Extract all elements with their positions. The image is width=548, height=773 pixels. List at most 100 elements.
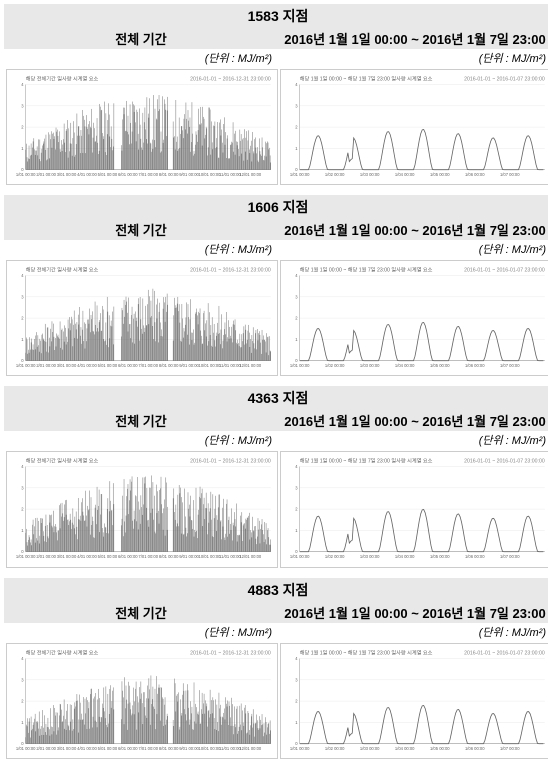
svg-text:5/01 00:00: 5/01 00:00 <box>98 746 118 751</box>
unit-left: (단위 : MJ/m²) <box>4 240 278 258</box>
chart-title: 해당 1월 1일 00:00 ~ 해당 1월 7일 23:00 일사량 시계열 … <box>300 74 433 82</box>
station-id: 4883 <box>248 582 279 598</box>
svg-text:10/01 00:00: 10/01 00:00 <box>199 746 222 751</box>
svg-text:1/02 00:00: 1/02 00:00 <box>325 172 345 177</box>
svg-text:1/02 00:00: 1/02 00:00 <box>325 746 345 751</box>
svg-text:1/01 00:00: 1/01 00:00 <box>290 746 310 751</box>
chart-date-range: 2016-01-01 ~ 2016-01-07 23:00:00 <box>464 459 545 465</box>
station-suffix: 지점 <box>283 199 309 215</box>
svg-text:12/01 00:00: 12/01 00:00 <box>239 554 262 559</box>
svg-text:1/01 00:00: 1/01 00:00 <box>16 172 36 177</box>
svg-text:1/07 00:00: 1/07 00:00 <box>500 172 520 177</box>
svg-text:7/01 00:00: 7/01 00:00 <box>138 746 158 751</box>
week-range-label: 2016년 1월 1일 00:00 ~ 2016년 1월 7일 23:00 <box>278 219 548 240</box>
svg-text:1/06 00:00: 1/06 00:00 <box>465 363 485 368</box>
svg-text:8/01 00:00: 8/01 00:00 <box>159 363 179 368</box>
full-period-chart: 해당 전체기간 일사량 시계열 요소 2016-01-01 ~ 2016-12-… <box>6 69 278 185</box>
svg-text:10/01 00:00: 10/01 00:00 <box>199 554 222 559</box>
week-chart: 해당 1월 1일 00:00 ~ 해당 1월 7일 23:00 일사량 시계열 … <box>280 260 548 376</box>
full-period-label: 전체 기간 <box>4 219 278 240</box>
svg-text:2/01 00:00: 2/01 00:00 <box>36 172 56 177</box>
right-chart-container: 해당 1월 1일 00:00 ~ 해당 1월 7일 23:00 일사량 시계열 … <box>278 258 548 378</box>
chart-date-range: 2016-01-01 ~ 2016-01-07 23:00:00 <box>464 76 545 82</box>
chart-date-range: 2016-01-01 ~ 2016-01-07 23:00:00 <box>464 650 545 656</box>
full-period-label: 전체 기간 <box>4 410 278 431</box>
svg-text:11/01 00:00: 11/01 00:00 <box>219 746 241 751</box>
station-header: 1583 지점 <box>4 4 548 28</box>
svg-text:1/05 00:00: 1/05 00:00 <box>430 554 450 559</box>
svg-text:6/01 00:00: 6/01 00:00 <box>118 746 138 751</box>
svg-text:1/01 00:00: 1/01 00:00 <box>290 363 310 368</box>
svg-text:1/03 00:00: 1/03 00:00 <box>360 172 380 177</box>
svg-text:3/01 00:00: 3/01 00:00 <box>57 554 77 559</box>
station-block: 4883 지점 전체 기간 2016년 1월 1일 00:00 ~ 2016년 … <box>4 578 548 761</box>
station-suffix: 지점 <box>283 390 309 406</box>
chart-title: 해당 전체기간 일사량 시계열 요소 <box>26 266 99 274</box>
full-period-label: 전체 기간 <box>4 602 278 623</box>
svg-text:1/05 00:00: 1/05 00:00 <box>430 746 450 751</box>
unit-right: (단위 : MJ/m²) <box>278 49 548 67</box>
chart-date-range: 2016-01-01 ~ 2016-01-07 23:00:00 <box>464 268 545 274</box>
unit-right: (단위 : MJ/m²) <box>278 431 548 449</box>
unit-left: (단위 : MJ/m²) <box>4 623 278 641</box>
svg-text:9/01 00:00: 9/01 00:00 <box>179 554 199 559</box>
svg-text:1/04 00:00: 1/04 00:00 <box>395 363 415 368</box>
charts-row: 해당 전체기간 일사량 시계열 요소 2016-01-01 ~ 2016-12-… <box>4 449 548 569</box>
week-chart: 해당 1월 1일 00:00 ~ 해당 1월 7일 23:00 일사량 시계열 … <box>280 643 548 759</box>
units-row: (단위 : MJ/m²) (단위 : MJ/m²) <box>4 240 548 258</box>
svg-text:10/01 00:00: 10/01 00:00 <box>199 363 222 368</box>
right-chart-container: 해당 1월 1일 00:00 ~ 해당 1월 7일 23:00 일사량 시계열 … <box>278 449 548 569</box>
svg-text:1/04 00:00: 1/04 00:00 <box>395 746 415 751</box>
svg-text:7/01 00:00: 7/01 00:00 <box>138 172 158 177</box>
svg-text:6/01 00:00: 6/01 00:00 <box>118 363 138 368</box>
svg-text:1/06 00:00: 1/06 00:00 <box>465 554 485 559</box>
left-chart-container: 해당 전체기간 일사량 시계열 요소 2016-01-01 ~ 2016-12-… <box>4 67 278 187</box>
svg-text:1/01 00:00: 1/01 00:00 <box>290 554 310 559</box>
left-chart-container: 해당 전체기간 일사량 시계열 요소 2016-01-01 ~ 2016-12-… <box>4 258 278 378</box>
svg-text:1/07 00:00: 1/07 00:00 <box>500 363 520 368</box>
svg-text:5/01 00:00: 5/01 00:00 <box>98 554 118 559</box>
svg-text:9/01 00:00: 9/01 00:00 <box>179 363 199 368</box>
svg-text:1/01 00:00: 1/01 00:00 <box>16 746 36 751</box>
chart-title: 해당 전체기간 일사량 시계열 요소 <box>26 457 99 465</box>
svg-text:6/01 00:00: 6/01 00:00 <box>118 172 138 177</box>
svg-text:5/01 00:00: 5/01 00:00 <box>98 172 118 177</box>
svg-text:11/01 00:00: 11/01 00:00 <box>219 363 241 368</box>
full-period-label: 전체 기간 <box>4 28 278 49</box>
full-period-chart: 해당 전체기간 일사량 시계열 요소 2016-01-01 ~ 2016-12-… <box>6 451 278 567</box>
units-row: (단위 : MJ/m²) (단위 : MJ/m²) <box>4 49 548 67</box>
right-chart-container: 해당 1월 1일 00:00 ~ 해당 1월 7일 23:00 일사량 시계열 … <box>278 641 548 761</box>
chart-date-range: 2016-01-01 ~ 2016-12-31 23:00:00 <box>190 459 271 465</box>
svg-text:1/07 00:00: 1/07 00:00 <box>500 554 520 559</box>
svg-text:6/01 00:00: 6/01 00:00 <box>118 554 138 559</box>
svg-text:1/03 00:00: 1/03 00:00 <box>360 554 380 559</box>
unit-left: (단위 : MJ/m²) <box>4 49 278 67</box>
svg-text:9/01 00:00: 9/01 00:00 <box>179 746 199 751</box>
chart-title: 해당 전체기간 일사량 시계열 요소 <box>26 648 99 656</box>
chart-date-range: 2016-01-01 ~ 2016-12-31 23:00:00 <box>190 650 271 656</box>
svg-text:2/01 00:00: 2/01 00:00 <box>36 746 56 751</box>
svg-text:3/01 00:00: 3/01 00:00 <box>57 746 77 751</box>
station-suffix: 지점 <box>283 8 309 24</box>
chart-title: 해당 1월 1일 00:00 ~ 해당 1월 7일 23:00 일사량 시계열 … <box>300 266 433 274</box>
station-block: 4363 지점 전체 기간 2016년 1월 1일 00:00 ~ 2016년 … <box>4 386 548 569</box>
svg-text:1/06 00:00: 1/06 00:00 <box>465 746 485 751</box>
charts-row: 해당 전체기간 일사량 시계열 요소 2016-01-01 ~ 2016-12-… <box>4 258 548 378</box>
unit-right: (단위 : MJ/m²) <box>278 623 548 641</box>
svg-text:8/01 00:00: 8/01 00:00 <box>159 554 179 559</box>
svg-text:12/01 00:00: 12/01 00:00 <box>239 363 262 368</box>
chart-date-range: 2016-01-01 ~ 2016-12-31 23:00:00 <box>190 76 271 82</box>
svg-text:9/01 00:00: 9/01 00:00 <box>179 172 199 177</box>
chart-title: 해당 1월 1일 00:00 ~ 해당 1월 7일 23:00 일사량 시계열 … <box>300 648 433 656</box>
svg-text:4/01 00:00: 4/01 00:00 <box>77 746 97 751</box>
chart-title: 해당 전체기간 일사량 시계열 요소 <box>26 74 99 82</box>
svg-text:4/01 00:00: 4/01 00:00 <box>77 554 97 559</box>
week-chart: 해당 1월 1일 00:00 ~ 해당 1월 7일 23:00 일사량 시계열 … <box>280 69 548 185</box>
left-chart-container: 해당 전체기간 일사량 시계열 요소 2016-01-01 ~ 2016-12-… <box>4 641 278 761</box>
station-header: 1606 지점 <box>4 195 548 219</box>
svg-text:1/01 00:00: 1/01 00:00 <box>16 363 36 368</box>
week-chart: 해당 1월 1일 00:00 ~ 해당 1월 7일 23:00 일사량 시계열 … <box>280 451 548 567</box>
svg-text:7/01 00:00: 7/01 00:00 <box>138 554 158 559</box>
right-chart-container: 해당 1월 1일 00:00 ~ 해당 1월 7일 23:00 일사량 시계열 … <box>278 67 548 187</box>
svg-text:12/01 00:00: 12/01 00:00 <box>239 172 262 177</box>
